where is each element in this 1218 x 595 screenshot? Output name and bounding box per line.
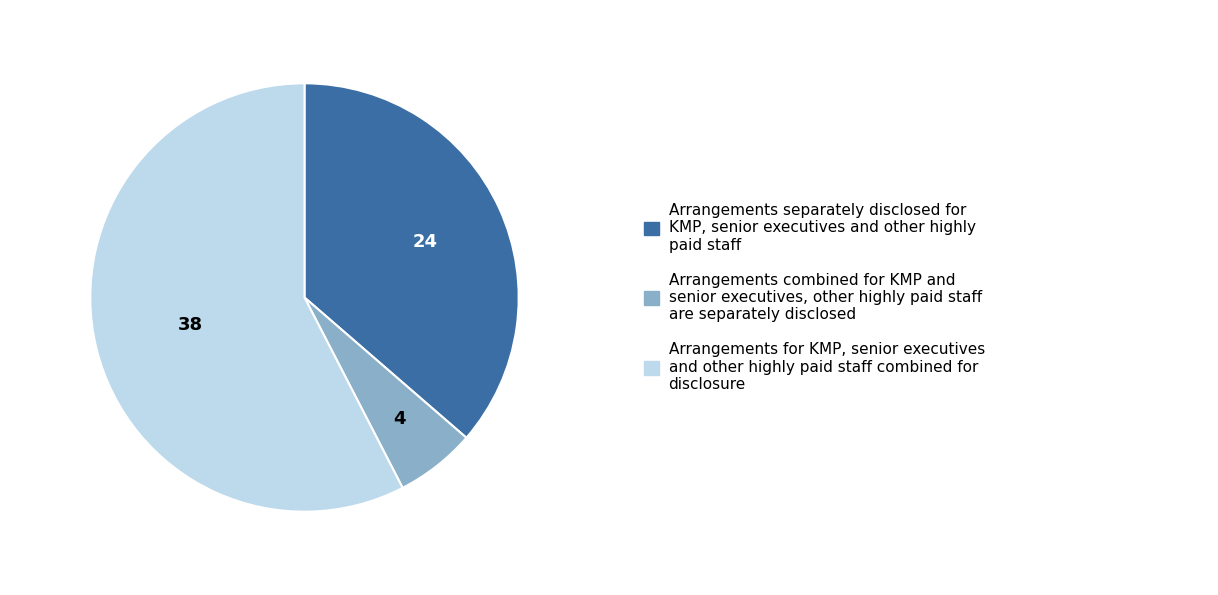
- Text: 4: 4: [393, 410, 406, 428]
- Wedge shape: [90, 83, 403, 512]
- Text: 24: 24: [413, 233, 437, 251]
- Wedge shape: [304, 83, 519, 438]
- Wedge shape: [304, 298, 466, 488]
- Legend: Arrangements separately disclosed for
KMP, senior executives and other highly
pa: Arrangements separately disclosed for KM…: [644, 203, 985, 392]
- Text: 38: 38: [178, 317, 202, 334]
